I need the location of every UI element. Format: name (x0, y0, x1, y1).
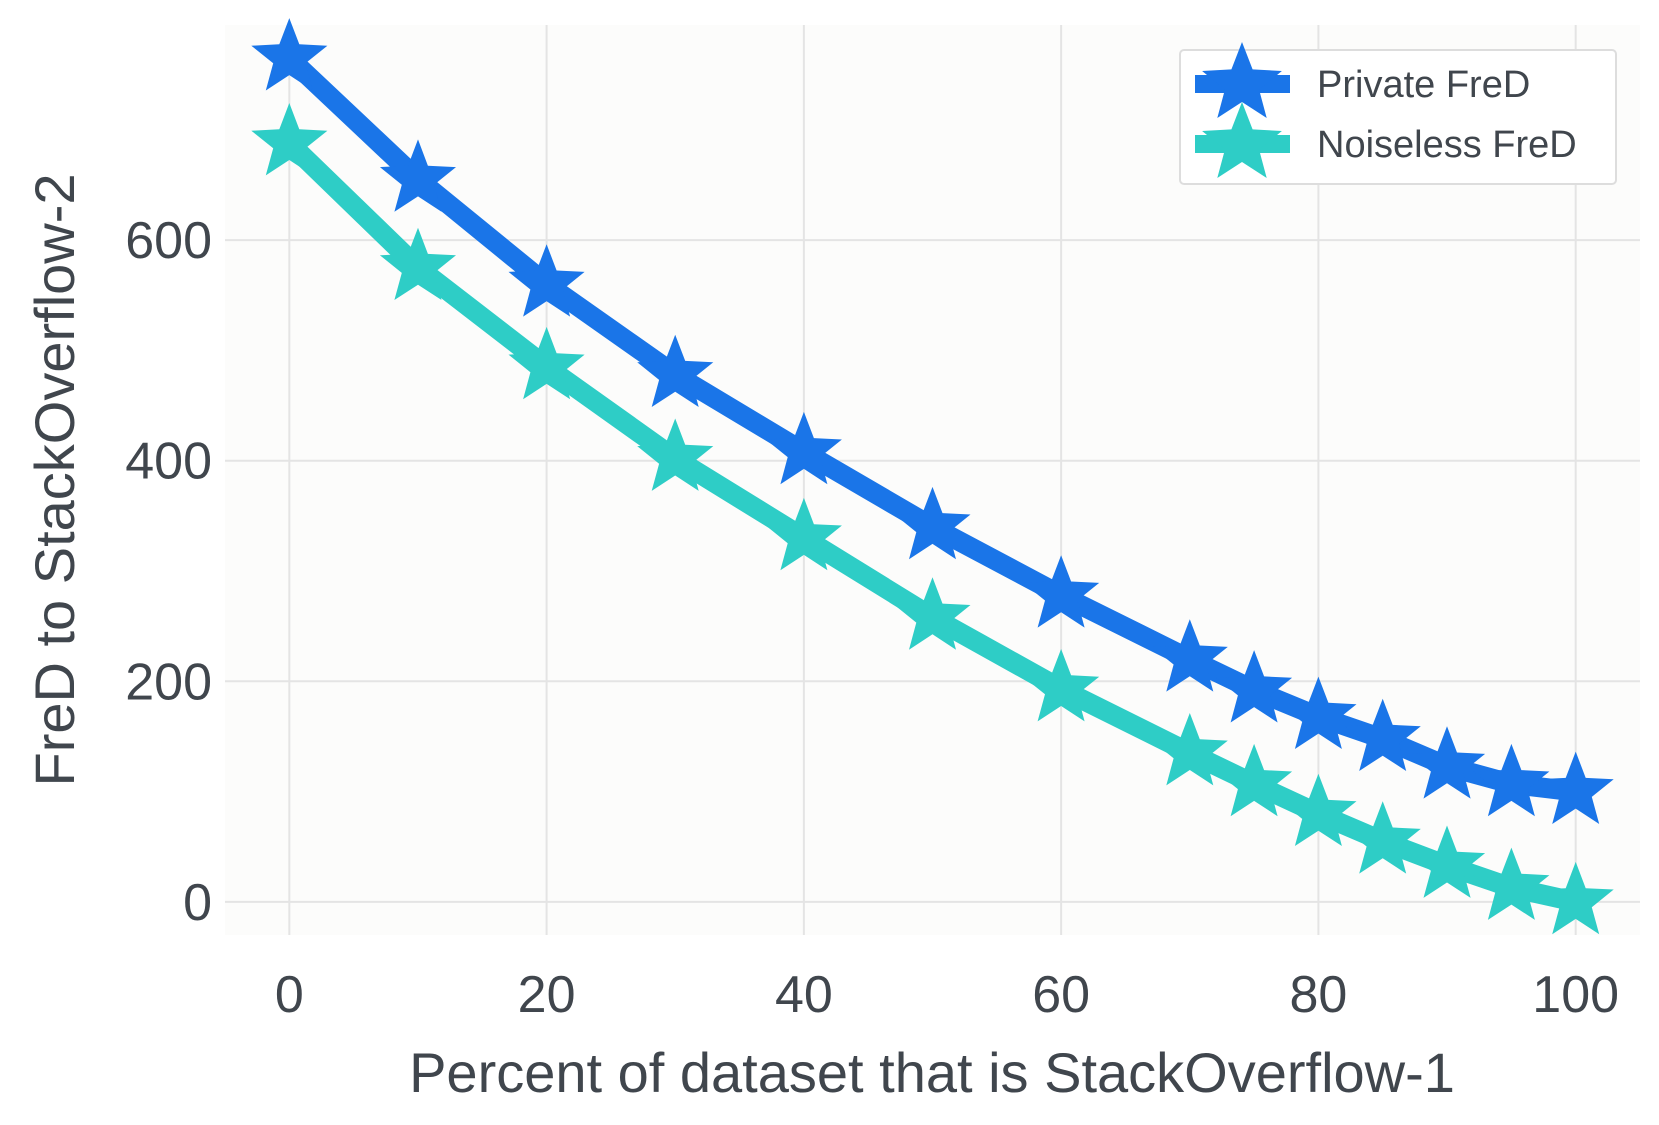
data-point-star (1537, 861, 1614, 935)
data-point-star (1537, 751, 1614, 824)
grid-lines (225, 25, 1640, 935)
data-point-star (894, 486, 971, 560)
data-point-star (251, 18, 328, 91)
y-tick-label: 400 (125, 433, 212, 491)
x-tick-label: 40 (775, 966, 833, 1024)
legend-label: Noiseless FreD (1317, 124, 1577, 166)
data-point-star (765, 497, 842, 571)
x-axis-label: Percent of dataset that is StackOverflow… (409, 1041, 1455, 1104)
data-point-star (1151, 619, 1228, 692)
data-point-star (1023, 555, 1100, 628)
legend: Private FreD Noiseless FreD (1179, 42, 1617, 185)
y-axis-label: FreD to StackOverflow-2 (23, 173, 86, 786)
y-tick-label: 0 (183, 874, 212, 932)
data-point-star (1216, 743, 1293, 817)
y-tick-label: 600 (125, 212, 212, 270)
data-point-star (1473, 743, 1550, 817)
data-point-star (1216, 650, 1293, 723)
x-tick-label: 20 (518, 966, 576, 1024)
x-tick-label: 100 (1532, 966, 1619, 1024)
y-tick-label: 200 (125, 653, 212, 711)
legend-item: Private FreD (1195, 42, 1530, 118)
series-noiseless-fred (251, 103, 1614, 935)
data-point-star (1280, 676, 1357, 749)
data-point-star (508, 326, 585, 400)
data-point-star (251, 103, 328, 176)
data-point-star (765, 411, 842, 485)
series-private-fred (251, 18, 1614, 824)
legend-star-icon (1202, 42, 1282, 118)
data-point-star (508, 244, 585, 317)
data-point-star (1280, 773, 1357, 846)
data-point-star (637, 334, 714, 407)
x-tick-label: 80 (1289, 966, 1347, 1024)
legend-item: Noiseless FreD (1195, 102, 1577, 178)
data-point-star (1409, 825, 1486, 898)
legend-star-icon (1202, 102, 1282, 178)
data-point-star (1344, 801, 1421, 874)
series-layer (251, 18, 1614, 935)
data-point-star (379, 139, 456, 212)
x-tick-label: 0 (275, 966, 304, 1024)
data-point-star (1473, 847, 1550, 920)
data-point-star (637, 418, 714, 491)
data-point-star (1151, 713, 1228, 786)
data-point-star (894, 577, 971, 650)
legend-label: Private FreD (1317, 64, 1530, 106)
data-point-star (1344, 698, 1421, 771)
data-point-star (1409, 726, 1486, 799)
data-point-star (379, 227, 456, 300)
x-tick-label: 60 (1032, 966, 1090, 1024)
tick-labels: 0 20 40 60 80 100 0 200 400 600 (125, 212, 1619, 1024)
data-point-star (1023, 649, 1100, 722)
